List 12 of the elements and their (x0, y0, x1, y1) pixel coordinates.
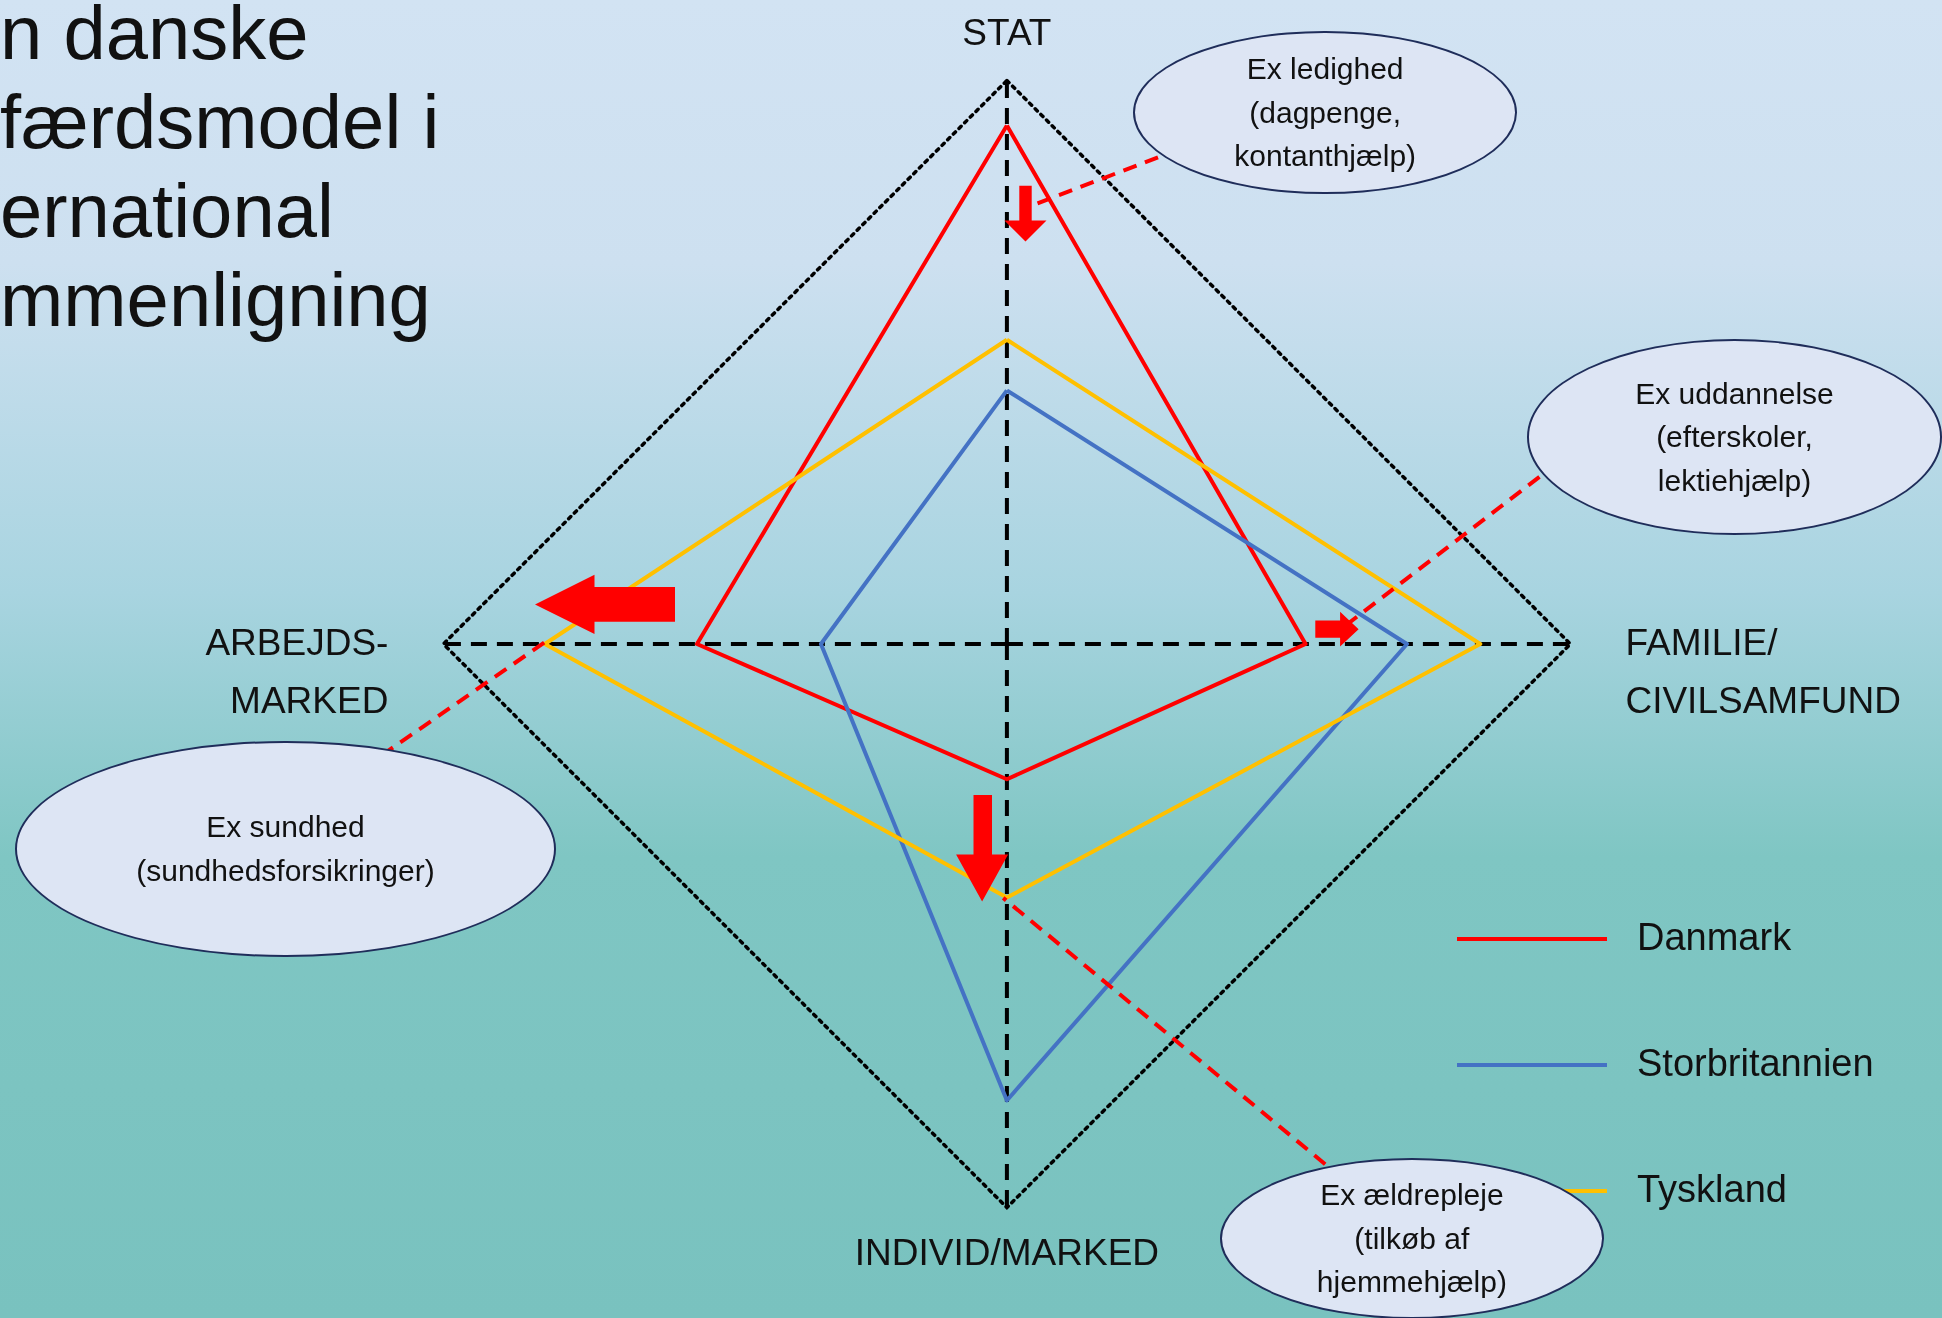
text: Ex ældrepleje (tilkøb af hjemmehjælp) (1219, 1157, 1604, 1318)
legend-label: Storbritannien (1637, 1042, 1874, 1084)
spoke-label: ARBEJDS- MARKED (205, 622, 389, 722)
text: Ex ledighed (dagpenge, kontanthjælp) (1133, 30, 1518, 195)
spoke-label: STAT (962, 11, 1052, 53)
legend-label: Tyskland (1637, 1168, 1787, 1210)
spoke-label: INDIVID/MARKED (854, 1231, 1160, 1273)
spoke-label: FAMILIE/ CIVILSAMFUND (1625, 622, 1901, 722)
text: Ex sundhed (sundhedsforsikringer) (14, 740, 557, 958)
text: n danske færdsmodel i ernational mmenligning (0, 0, 440, 344)
text: Ex uddannelse (efterskoler, lektiehjælp) (1527, 339, 1942, 536)
legend-label: Danmark (1637, 916, 1793, 958)
